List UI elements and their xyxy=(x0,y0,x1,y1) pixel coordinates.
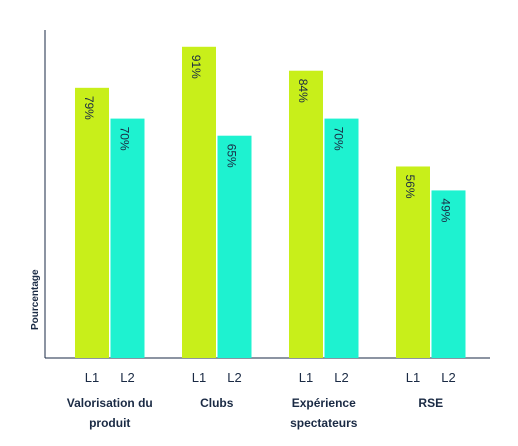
value-label: 65% xyxy=(224,144,238,168)
category-label: Expérience spectateurs xyxy=(290,396,358,430)
series-label: L1 xyxy=(406,370,420,385)
value-label: 70% xyxy=(331,127,345,151)
series-label: L1 xyxy=(85,370,99,385)
bar xyxy=(324,118,359,358)
value-label: 91% xyxy=(189,55,203,79)
value-label: 79% xyxy=(82,96,96,120)
bar xyxy=(289,70,323,358)
series-label: L2 xyxy=(334,370,348,385)
series-label: L2 xyxy=(120,370,134,385)
bar xyxy=(431,190,466,358)
value-label: 49% xyxy=(438,198,452,222)
category-label: RSE xyxy=(418,396,444,410)
value-label: 70% xyxy=(117,127,131,151)
y-axis-label: Pourcentage xyxy=(30,269,41,330)
bar xyxy=(182,46,216,358)
value-label: 56% xyxy=(403,174,417,198)
series-label: L2 xyxy=(441,370,455,385)
value-label: 84% xyxy=(296,79,310,103)
bar xyxy=(396,166,430,358)
category-label: Clubs xyxy=(200,396,234,410)
category-label: Valorisation du produit xyxy=(66,396,153,430)
bar xyxy=(217,135,252,358)
series-label: L2 xyxy=(227,370,241,385)
bar xyxy=(110,118,145,358)
series-label: L1 xyxy=(299,370,313,385)
bar xyxy=(75,87,109,358)
series-label: L1 xyxy=(192,370,206,385)
